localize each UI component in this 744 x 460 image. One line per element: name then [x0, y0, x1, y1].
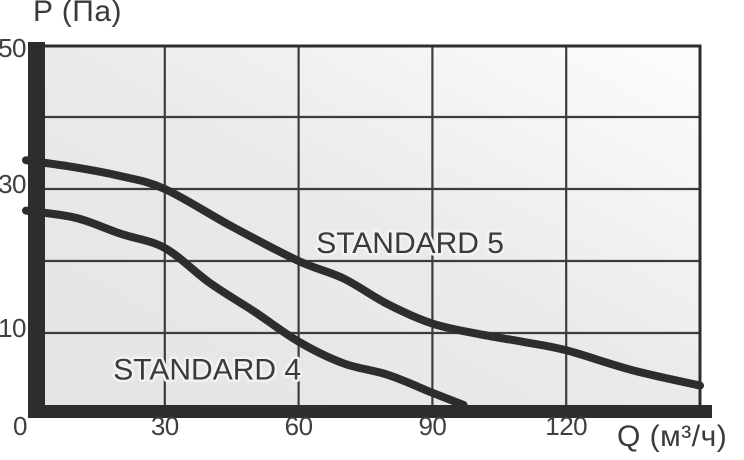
curve-standard-4 — [22, 206, 468, 409]
x-tick-60: 60 — [285, 411, 313, 441]
x-tick-90: 90 — [418, 411, 446, 441]
y-tick-30: 30 — [0, 169, 26, 199]
y-tick-50: 50 — [0, 33, 26, 63]
x-tick-30: 30 — [151, 411, 179, 441]
plot-background — [45, 46, 700, 405]
x-axis-title: Q (м³/ч) — [617, 420, 728, 453]
y-axis-title: P (Па) — [33, 0, 123, 28]
y-axis-bar — [28, 42, 45, 418]
x-axis-bar — [28, 405, 712, 418]
series-label-standard-4: STANDARD 4 — [113, 354, 301, 387]
x-tick-120: 120 — [545, 411, 587, 441]
curve-standard-5 — [22, 156, 704, 390]
x-tick-0: 0 — [13, 411, 27, 441]
series-label-standard-5: STANDARD 5 — [316, 227, 504, 260]
y-tick-10: 10 — [0, 313, 26, 343]
